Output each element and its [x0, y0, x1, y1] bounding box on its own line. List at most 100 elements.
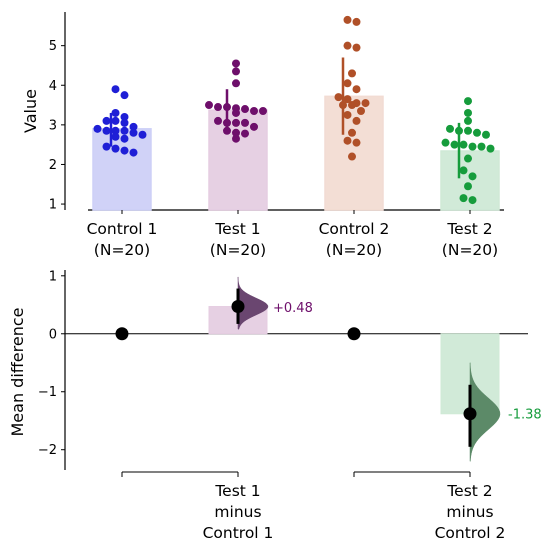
- data-point: [250, 122, 258, 131]
- group-label: (N=20): [442, 241, 498, 259]
- data-point: [468, 172, 477, 181]
- data-point: [111, 132, 120, 141]
- data-point: [232, 108, 240, 117]
- data-point: [482, 130, 490, 139]
- top-y-tick-label: 4: [49, 79, 57, 94]
- comparison-label-line: Control 1: [203, 524, 274, 542]
- comparison-label-test1-minus-control1: Test 1 minus Control 1: [203, 482, 274, 542]
- data-point: [450, 140, 459, 149]
- data-point: [343, 79, 352, 88]
- bottom-y-tick-label: −1: [38, 385, 57, 400]
- data-point: [120, 134, 129, 143]
- data-point: [129, 122, 138, 131]
- data-point: [120, 118, 129, 127]
- data-point: [459, 194, 468, 203]
- data-point: [232, 128, 240, 137]
- data-point: [352, 17, 361, 26]
- data-point: [348, 101, 356, 110]
- bottom-y-axis-title: Mean difference: [8, 308, 27, 437]
- data-point: [441, 138, 450, 147]
- data-point: [464, 108, 472, 117]
- data-point: [93, 124, 102, 133]
- data-point: [343, 15, 352, 24]
- data-point: [348, 152, 356, 161]
- data-point: [232, 59, 240, 68]
- data-point: [241, 105, 249, 114]
- data-point: [232, 134, 240, 143]
- data-point: [102, 142, 111, 151]
- data-point: [102, 126, 111, 135]
- data-point: [352, 85, 361, 94]
- data-point: [250, 107, 258, 115]
- comparison-label-line: Test 2: [446, 482, 492, 500]
- data-point: [102, 116, 111, 125]
- data-point: [138, 130, 147, 139]
- top-y-tick-label: 5: [49, 39, 57, 54]
- data-point: [352, 116, 361, 125]
- data-point: [455, 126, 463, 135]
- data-point: [464, 116, 472, 125]
- data-point: [352, 138, 361, 147]
- comparison2-point: [463, 407, 477, 421]
- data-point: [232, 118, 240, 127]
- difference-label-test2: -1.38: [508, 407, 542, 422]
- data-point: [120, 126, 129, 135]
- comparison-label-test2-minus-control2: Test 2 minus Control 2: [435, 482, 506, 542]
- data-point: [343, 41, 352, 50]
- data-point: [486, 144, 495, 153]
- group-label: Control 1: [87, 220, 158, 238]
- data-point: [259, 107, 267, 115]
- data-point: [343, 136, 352, 145]
- comparison2-density: [469, 362, 501, 462]
- group-label: Test 2: [446, 220, 492, 238]
- data-point: [129, 148, 138, 157]
- group-label: Control 2: [319, 220, 390, 238]
- data-point: [446, 124, 454, 133]
- data-point: [361, 99, 370, 108]
- data-point: [468, 142, 477, 151]
- data-point: [464, 182, 472, 191]
- data-point: [468, 196, 477, 205]
- data-point: [343, 95, 352, 104]
- data-point: [111, 144, 120, 153]
- data-point: [129, 128, 138, 137]
- data-point: [223, 103, 231, 112]
- data-point: [459, 140, 468, 149]
- bottom-y-tick-label: 0: [49, 327, 57, 342]
- data-point: [464, 97, 472, 106]
- data-point: [111, 85, 120, 94]
- top-y-axis-title: Value: [21, 89, 40, 133]
- control-reference-dot: [115, 327, 129, 341]
- data-point: [232, 79, 240, 88]
- data-point: [357, 107, 365, 115]
- data-point: [241, 129, 249, 138]
- top-y-tick-label: 2: [49, 158, 57, 173]
- data-point: [473, 128, 481, 137]
- data-point: [223, 126, 231, 135]
- group-label: (N=20): [326, 241, 382, 259]
- data-point: [214, 103, 222, 112]
- control-reference-dot: [347, 327, 361, 341]
- bottom-y-tick-label: −2: [38, 443, 57, 458]
- comparison1-point: [231, 300, 245, 314]
- data-point: [120, 112, 129, 121]
- comparison-label-line: Control 2: [435, 524, 506, 542]
- comparison-label-line: minus: [446, 503, 493, 521]
- data-point: [334, 93, 343, 102]
- data-point: [348, 69, 356, 78]
- mean-difference-panel: 10−1−2-1.38+0.48 Test 1 minus Control 1 …: [8, 269, 542, 542]
- data-point: [205, 101, 213, 110]
- data-point: [459, 166, 468, 175]
- data-point: [120, 146, 129, 155]
- comparison-label-line: Test 1: [214, 482, 260, 500]
- bottom-y-tick-label: 1: [49, 269, 57, 284]
- group-label: (N=20): [94, 241, 150, 259]
- difference-label-test1: +0.48: [273, 301, 313, 316]
- data-point: [352, 43, 361, 52]
- data-point: [241, 118, 249, 127]
- data-point: [111, 108, 120, 117]
- data-point: [111, 126, 120, 135]
- data-point: [464, 154, 472, 163]
- data-point: [464, 126, 472, 135]
